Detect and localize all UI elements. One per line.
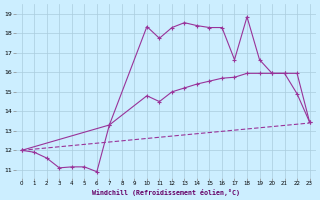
X-axis label: Windchill (Refroidissement éolien,°C): Windchill (Refroidissement éolien,°C): [92, 189, 240, 196]
